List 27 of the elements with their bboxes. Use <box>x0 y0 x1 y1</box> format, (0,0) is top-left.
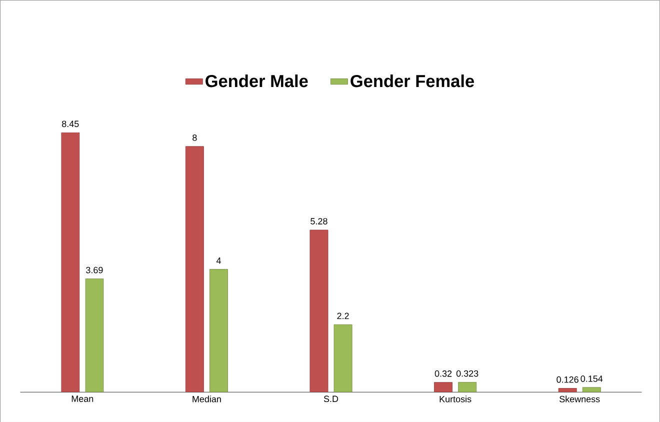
legend-label: Gender Female <box>350 74 474 87</box>
bar <box>85 278 104 392</box>
bar <box>310 230 328 392</box>
legend-label: Gender Male <box>206 74 308 87</box>
data-label: 0.323 <box>456 370 478 376</box>
bar <box>61 132 80 392</box>
bar <box>210 268 228 392</box>
data-label: 4 <box>216 257 221 264</box>
data-label: 0.126 <box>556 376 578 383</box>
x-tick-label: Median <box>192 395 221 402</box>
x-tick-label: Skewness <box>560 395 600 402</box>
data-label: 8.45 <box>62 120 79 127</box>
bar <box>558 388 577 392</box>
data-label: 0.32 <box>434 370 452 377</box>
x-tick-label: S.D <box>324 395 338 402</box>
data-label: 0.154 <box>580 375 603 382</box>
x-tick-label: Kurtosis <box>440 395 472 402</box>
x-tick-label: Mean <box>72 395 94 402</box>
data-label: 5.28 <box>310 218 328 224</box>
data-label: 2.2 <box>337 312 349 319</box>
bar <box>434 382 452 392</box>
bar <box>334 324 352 392</box>
bar <box>458 382 477 392</box>
bar <box>185 146 204 392</box>
data-label: 8 <box>192 134 197 141</box>
data-label: 3.69 <box>86 266 103 274</box>
bar <box>582 387 601 392</box>
